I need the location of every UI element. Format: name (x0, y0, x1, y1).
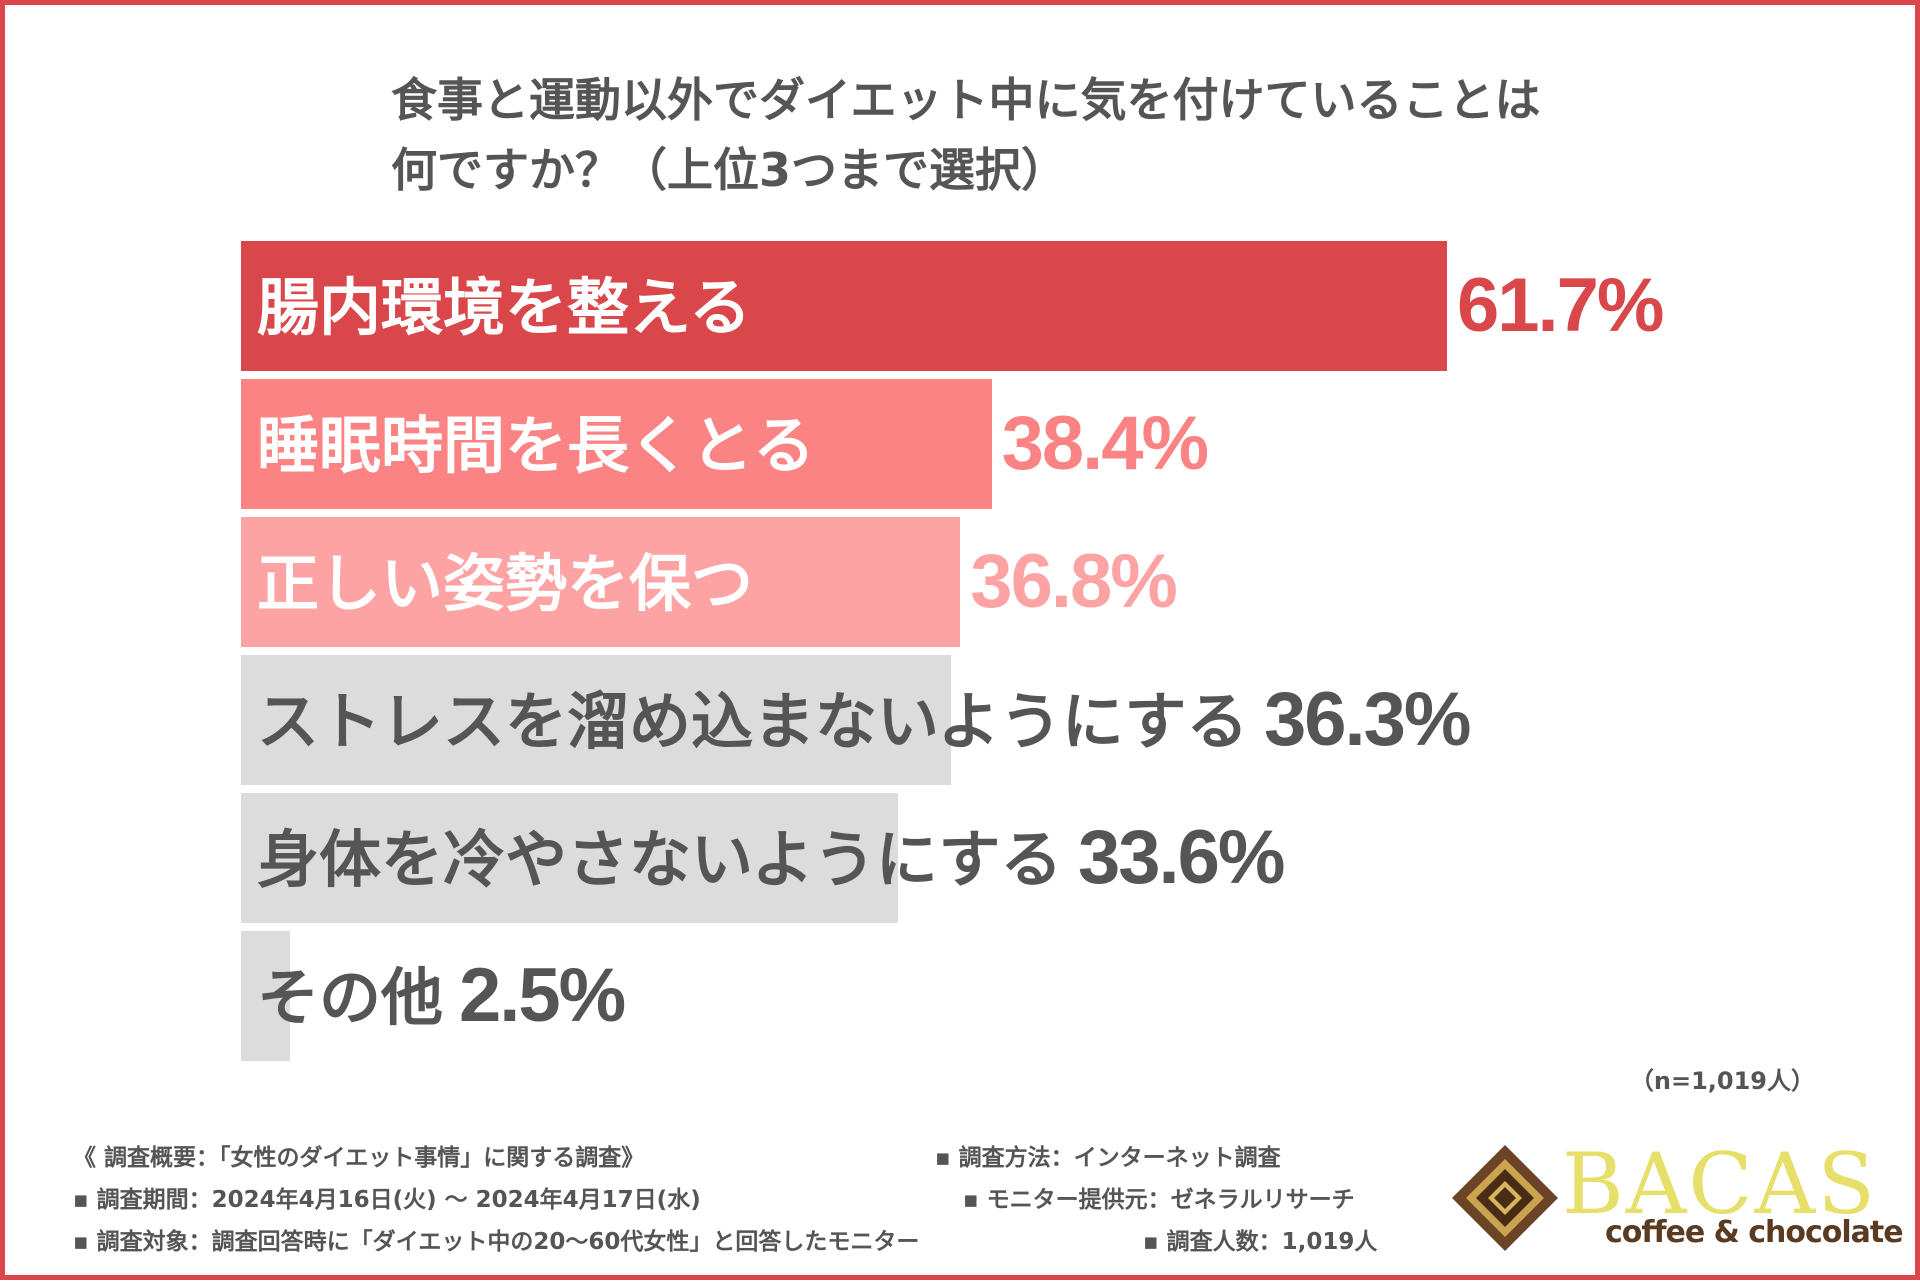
chart-title-line-2: 何ですか？（上位3つまで選択） (391, 143, 1068, 197)
bar-value-4: 36.3% (1264, 677, 1471, 762)
survey-target: ▪ 調査対象：調査回答時に「ダイエット中の20～60代女性」と回答したモニター (73, 1229, 920, 1255)
survey-period: ▪ 調査期間：2024年4月16日(火) ～ 2024年4月17日(水) (73, 1187, 701, 1213)
chart-title: 食事と運動以外でダイエット中に気を付けていることは 何ですか？（上位3つまで選択… (391, 65, 1791, 205)
survey-method: ▪ 調査方法：インターネット調査 (935, 1145, 1281, 1171)
bar-label-3: 正しい姿勢を保つ (257, 547, 754, 620)
bar-label-2: 睡眠時間を長くとる (257, 409, 816, 482)
bar-value-1: 61.7% (1457, 263, 1664, 348)
survey-overview: 《 調査概要：「女性のダイエット事情」に関する調査》 (73, 1145, 645, 1171)
bar-value-3: 36.8% (970, 539, 1177, 624)
bar-chart: 腸内環境を整える 61.7% 睡眠時間を長くとる 38.4% 正しい姿勢を保つ 36.8%… (5, 5, 1920, 1285)
bacas-logo: BACAS coffee & chocolate (1450, 1139, 1904, 1253)
survey-count: ▪ 調査人数：1,019人 (1143, 1229, 1378, 1255)
bar-value-6: 2.5% (459, 953, 626, 1038)
bar-value-5: 33.6% (1078, 815, 1285, 900)
diamond-logo-icon (1452, 1145, 1558, 1251)
bar-value-2: 38.4% (1001, 401, 1209, 486)
bar-label-6: その他 (257, 961, 444, 1034)
logo-name: BACAS (1562, 1135, 1877, 1233)
bar-1 (241, 241, 1447, 371)
bar-label-4: ストレスを溜め込まないようにする (257, 685, 1249, 758)
sample-size: （n=1,019人） (1629, 1067, 1815, 1095)
bar-label-1: 腸内環境を整える (257, 271, 752, 344)
monitor-provider: ▪ モニター提供元：ゼネラルリサーチ (963, 1187, 1355, 1213)
logo-tagline: coffee & chocolate (1605, 1215, 1904, 1250)
chart-title-line-1: 食事と運動以外でダイエット中に気を付けていることは (391, 73, 1541, 127)
bar-5 (241, 793, 898, 923)
bar-4 (241, 655, 951, 785)
bar-2 (241, 379, 992, 509)
bar-3 (241, 517, 961, 647)
bar-label-5: 身体を冷やさないようにする (257, 823, 1063, 896)
bar-6 (241, 931, 290, 1061)
